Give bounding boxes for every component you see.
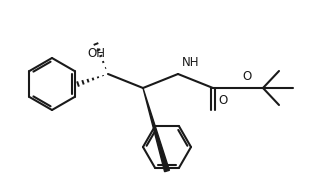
Text: OH: OH xyxy=(87,47,105,60)
Text: O: O xyxy=(218,94,227,107)
Polygon shape xyxy=(143,88,169,172)
Text: O: O xyxy=(242,70,251,83)
Text: NH: NH xyxy=(182,56,199,69)
